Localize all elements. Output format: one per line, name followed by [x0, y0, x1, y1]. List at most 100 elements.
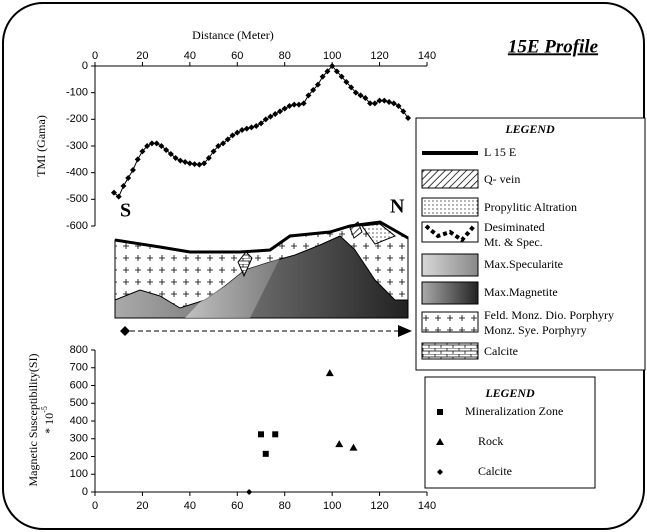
marker [367, 100, 374, 107]
x-tick-label: 80 [279, 50, 291, 62]
marker [163, 147, 170, 153]
y-tick-label: -500 [66, 193, 88, 205]
y-tick-label: -200 [66, 113, 88, 125]
marker [267, 113, 274, 120]
marker [281, 105, 288, 112]
marker [167, 151, 174, 157]
x-tick-label: 100 [323, 500, 341, 512]
y-tick-label: 0 [82, 486, 88, 498]
marker [253, 123, 260, 129]
marker [239, 127, 246, 133]
x-tick-label: 20 [136, 50, 148, 62]
x-tick-label: 40 [184, 500, 196, 512]
marker [246, 489, 253, 495]
marker [182, 159, 189, 165]
marker [376, 97, 383, 104]
y-tick-label: -300 [66, 140, 88, 152]
marker [210, 148, 217, 155]
y-tick-label: 700 [70, 362, 88, 374]
marker [243, 125, 250, 132]
marker [276, 108, 283, 115]
marker [115, 193, 122, 200]
x-tick-label: 140 [418, 500, 436, 512]
marker [215, 143, 222, 149]
marker [295, 101, 302, 108]
legend-label: Mineralization Zone [465, 404, 563, 418]
x-axis-title: Distance (Meter) [192, 28, 274, 42]
y-axis-title: Magnetic Susceptibility(SI) [26, 354, 40, 487]
x-tick-label: 0 [92, 50, 98, 62]
legend-label: Rock [478, 434, 503, 448]
marker [158, 143, 165, 149]
legend-label: L 15 E [484, 145, 516, 159]
marker [258, 120, 264, 127]
scatter-legend-title: LEGEND [484, 386, 535, 400]
y-axis-title: TMI (Gama) [34, 115, 48, 177]
y-tick-label: 800 [70, 344, 88, 356]
marker [134, 156, 141, 163]
marker [291, 101, 298, 108]
marker [139, 148, 146, 155]
marker [234, 129, 241, 136]
legend-marker [436, 438, 444, 445]
marker [258, 431, 264, 438]
legend-label: Calcite [478, 464, 512, 478]
note-base: * 10 [42, 413, 56, 434]
profile-title: 15E Profile [508, 36, 599, 57]
marker [172, 155, 179, 161]
marker [371, 100, 378, 107]
south-label: S [120, 200, 131, 222]
legend-marker [437, 409, 443, 415]
marker [144, 143, 151, 149]
marker [110, 189, 117, 196]
legend-label: Propylitic Altration [484, 200, 577, 214]
marker [333, 68, 340, 75]
marker [395, 103, 402, 109]
marker [325, 369, 334, 377]
marker [343, 79, 350, 85]
north-label: N [390, 196, 405, 218]
marker [324, 68, 331, 75]
marker [319, 73, 326, 80]
marker [362, 95, 369, 101]
legend-label: Feld. Monz. Dio. Porphyry [484, 308, 614, 322]
marker [390, 100, 397, 107]
section-legend-swatches [421, 151, 479, 360]
x-tick-label: 120 [370, 50, 388, 62]
marker [153, 140, 160, 147]
marker [357, 92, 364, 99]
marker [349, 443, 358, 451]
y-tick-label: 200 [70, 450, 88, 462]
y-tick-label: 100 [70, 468, 88, 480]
y-tick-label: -100 [66, 87, 88, 99]
y-tick-label: 500 [70, 397, 88, 409]
marker [405, 115, 412, 121]
marker [329, 63, 336, 69]
marker [381, 97, 388, 104]
y-tick-label: -600 [66, 220, 88, 232]
y-tick-label: -400 [66, 167, 88, 179]
x-tick-label: 0 [92, 500, 98, 512]
legend-label: Mt. & Spec. [484, 235, 543, 249]
scatter-legend-box [424, 376, 596, 489]
marker [129, 167, 136, 173]
marker [348, 84, 355, 91]
tmi-line [113, 65, 409, 198]
legend-label: Q- vein [484, 172, 520, 186]
legend-label: Max.Specularite [484, 257, 563, 271]
legend-label: Desiminated [484, 220, 545, 234]
marker [338, 73, 345, 80]
marker [177, 157, 184, 164]
x-tick-label: 80 [279, 500, 291, 512]
marker [305, 92, 312, 99]
marker [335, 440, 344, 448]
marker [314, 81, 321, 88]
marker [148, 140, 155, 147]
y-axis-note: * 10-5 [40, 406, 56, 434]
legend-label: Monz. Sye. Porphyry [484, 323, 587, 337]
x-tick-label: 120 [370, 500, 388, 512]
legend-marker [437, 469, 443, 475]
y-tick-label: 600 [70, 379, 88, 391]
y-tick-label: 0 [82, 60, 88, 72]
marker [220, 140, 227, 147]
